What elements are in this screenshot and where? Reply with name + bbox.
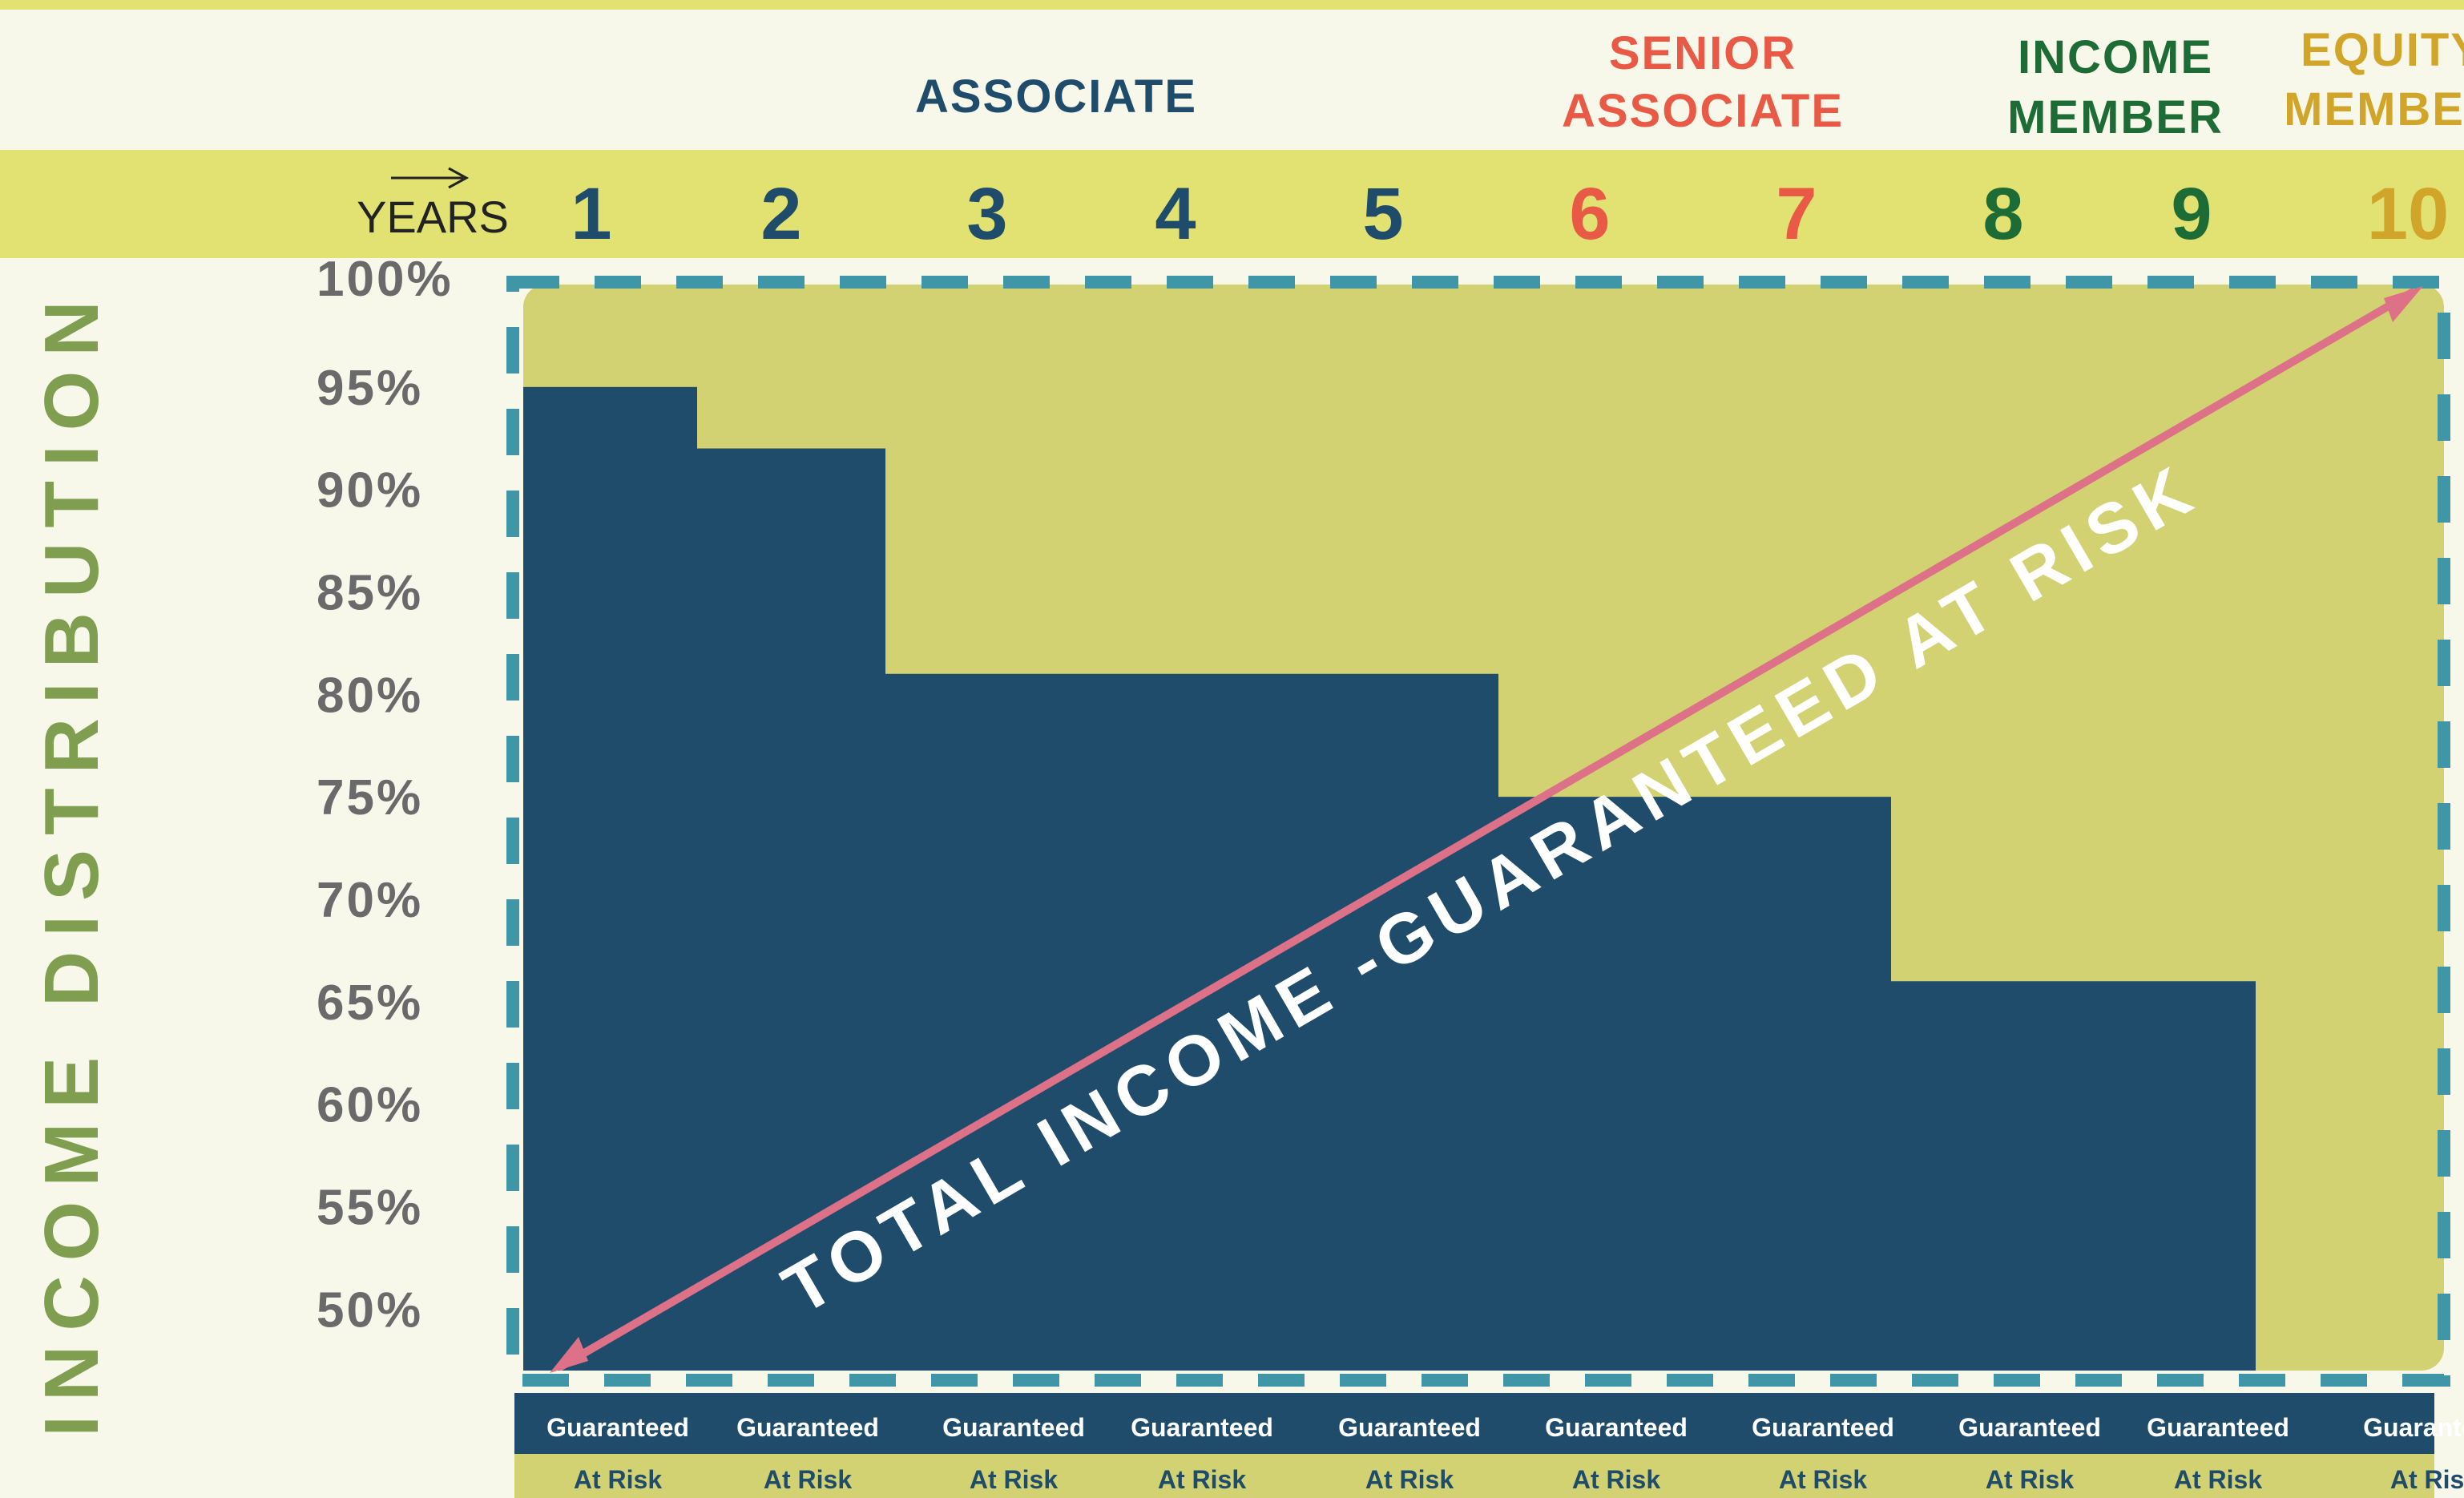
y-tick-label: 65% [317, 975, 423, 1031]
guaranteed-bar-year-8-9 [1891, 981, 2256, 1371]
bottom-label-at-risk: At Risk [970, 1465, 1058, 1494]
bottom-label-at-risk: At Risk [1158, 1465, 1246, 1494]
bottom-label-at-risk: At Risk [764, 1465, 852, 1494]
years-band [0, 150, 2464, 258]
tier-label-equity-member: EQUITY [2301, 24, 2464, 76]
tier-label-income-member: MEMBER [2007, 91, 2224, 143]
y-tick-label: 80% [317, 668, 423, 723]
bottom-label-guaranteed: Guaranteed [1545, 1413, 1688, 1442]
bottom-label-guaranteed: Guaranteed [942, 1413, 1085, 1442]
bottom-label-guaranteed: Guaranteed [1958, 1413, 2101, 1442]
bottom-label-guaranteed: Guaranteed [1131, 1413, 1273, 1442]
arrow-head-top-icon [2384, 286, 2423, 322]
y-tick-label: 55% [317, 1180, 423, 1235]
tier-label-income-member: INCOME [2018, 31, 2213, 83]
bottom-label-at-risk: At Risk [2390, 1465, 2464, 1494]
year-number-6: 6 [1569, 173, 1610, 255]
bottom-label-at-risk: At Risk [1986, 1465, 2074, 1494]
guaranteed-bar-year-6-7 [1498, 797, 1891, 1371]
year-number-9: 9 [2171, 173, 2212, 255]
bottom-label-guaranteed: Guaranteed [2147, 1413, 2289, 1442]
y-tick-label: 75% [317, 770, 423, 826]
year-number-8: 8 [1982, 173, 2023, 255]
bottom-label-at-risk: At Risk [1365, 1465, 1454, 1494]
y-axis-title: INCOME DISTRIBUTION [29, 286, 115, 1436]
tier-label-associate: ASSOCIATE [915, 71, 1197, 123]
tier-label-senior: SENIOR [1609, 27, 1797, 79]
bottom-label-guaranteed: Guaranteed [546, 1413, 689, 1442]
years-arrow-icon [448, 167, 470, 189]
year-number-7: 7 [1776, 173, 1817, 255]
diagonal-arrow-line [557, 289, 2416, 1371]
bottom-label-guaranteed: Guaranteed [2363, 1413, 2464, 1442]
y-tick-label: 60% [317, 1078, 423, 1133]
bottom-label-at-risk: At Risk [574, 1465, 662, 1494]
bottom-row-at-risk-bg [514, 1454, 2434, 1498]
year-number-5: 5 [1362, 173, 1403, 255]
bottom-label-at-risk: At Risk [1779, 1465, 1867, 1494]
year-number-10: 10 [2367, 173, 2449, 255]
year-number-4: 4 [1155, 173, 1196, 255]
year-number-1: 1 [571, 173, 611, 255]
y-tick-label: 50% [317, 1282, 423, 1338]
tier-label-equity-member: MEMBER [2284, 83, 2464, 135]
bottom-label-guaranteed: Guaranteed [736, 1413, 879, 1442]
arrow-head-bottom-icon [550, 1337, 588, 1373]
bottom-label-at-risk: At Risk [2174, 1465, 2262, 1494]
year-number-3: 3 [966, 173, 1007, 255]
guaranteed-bar-year-1 [523, 386, 697, 1371]
bottom-label-guaranteed: Guaranteed [1752, 1413, 1894, 1442]
bottom-label-at-risk: At Risk [1572, 1465, 1660, 1494]
y-tick-label: 100% [317, 252, 454, 307]
y-tick-label: 95% [317, 361, 423, 416]
bottom-label-guaranteed: Guaranteed [1338, 1413, 1481, 1442]
plot-dashed-border [506, 276, 2450, 1387]
bottom-row-guaranteed-bg [514, 1393, 2434, 1454]
y-tick-label: 70% [317, 873, 423, 928]
year-number-2: 2 [760, 173, 801, 255]
y-tick-label: 90% [317, 463, 423, 519]
guaranteed-bar-year-3-4-5 [885, 673, 1498, 1371]
y-tick-label: 85% [317, 565, 423, 620]
top-stripe [0, 0, 2464, 10]
years-label: YEARS [357, 192, 509, 242]
tier-label-senior: ASSOCIATE [1562, 85, 1844, 137]
guaranteed-bar-year-2 [697, 448, 885, 1371]
